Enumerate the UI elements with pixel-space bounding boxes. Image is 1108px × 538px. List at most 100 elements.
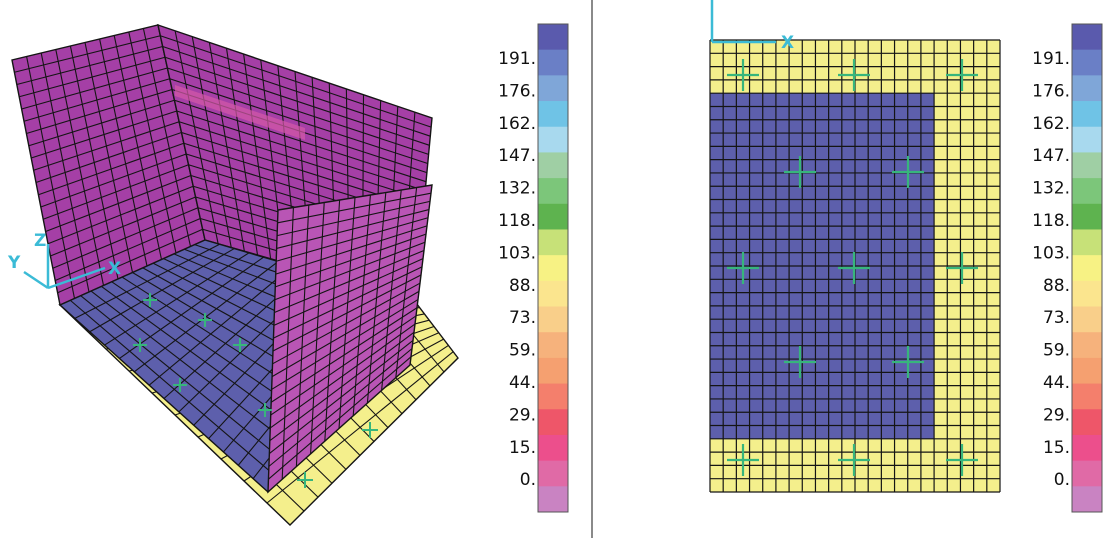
- support-marker: [838, 59, 870, 91]
- scale-swatch: [1072, 229, 1102, 256]
- scale-swatch: [1072, 434, 1102, 462]
- scale-label: 29.: [509, 405, 536, 425]
- scale-swatch: [1072, 460, 1102, 487]
- scale-swatch: [538, 255, 568, 282]
- scale-label: 176.: [498, 81, 536, 101]
- support-marker: [143, 293, 157, 307]
- color-scale-right: 191. 176. 162. 147. 132. 118. 103. 88. 73. 59. 44.…: [1032, 23, 1103, 513]
- scale-label: 44.: [509, 373, 536, 393]
- panel-divider: [591, 0, 593, 538]
- scale-swatch: [1072, 203, 1102, 230]
- scale-swatch: [538, 434, 568, 462]
- support-marker: [727, 59, 759, 91]
- support-marker: [133, 338, 147, 352]
- right-wall-surface: [267, 184, 433, 494]
- plan-view-panel: X 191. 176. 162. 147. 132. 118. 103. 88. 73. 59. 4…: [596, 0, 1108, 538]
- isometric-view-panel: Z Y X 191. 176. 162. 147. 132. 118. 103. 88. 73.…: [7, 23, 569, 526]
- scale-swatch: [538, 24, 568, 51]
- scale-swatch: [1072, 486, 1102, 513]
- scale-swatch: [538, 75, 568, 102]
- scale-label: 103.: [498, 243, 536, 263]
- support-marker: [727, 252, 759, 284]
- scale-swatch: [538, 203, 568, 230]
- y-axis-label: Y: [7, 253, 21, 273]
- z-axis-label: Z: [34, 231, 46, 251]
- scale-label: 0.: [520, 470, 536, 490]
- scale-swatch: [538, 280, 568, 308]
- scale-label: 118.: [1032, 211, 1070, 231]
- scale-swatch: [1072, 75, 1102, 102]
- x-axis-label: X: [108, 259, 121, 279]
- support-marker: [946, 252, 978, 284]
- iso-axis-triad: Z Y X: [7, 231, 121, 290]
- scale-label: 29.: [1043, 405, 1070, 425]
- scale-swatch: [1072, 255, 1102, 282]
- support-marker: [838, 252, 870, 284]
- scale-swatch: [538, 383, 568, 410]
- scale-swatch: [538, 460, 568, 487]
- scale-label: 162.: [1032, 114, 1070, 134]
- scale-label: 0.: [1054, 470, 1070, 490]
- isometric-mesh-view: Z Y X 191. 176. 162. 147. 132. 118. 103. 88. 73.…: [7, 23, 569, 526]
- back-left-wall-surface: [11, 24, 206, 306]
- scale-label: 88.: [1043, 276, 1070, 296]
- support-marker: [258, 403, 272, 417]
- scale-swatch: [538, 332, 568, 359]
- scale-swatch: [538, 409, 568, 436]
- support-marker: [362, 422, 378, 438]
- scale-label: 191.: [498, 49, 536, 69]
- scale-label: 191.: [1032, 49, 1070, 69]
- scale-label: 176.: [1032, 81, 1070, 101]
- scale-swatch: [538, 357, 568, 385]
- scale-swatch: [1072, 383, 1102, 410]
- support-marker: [727, 444, 759, 476]
- scale-label: 15.: [1043, 438, 1070, 458]
- scale-swatch: [1072, 332, 1102, 359]
- scale-swatch: [538, 126, 568, 153]
- scale-label: 59.: [1043, 341, 1070, 361]
- scale-swatch: [1072, 357, 1102, 385]
- scale-swatch: [1072, 409, 1102, 436]
- plan-mesh-view: X 191. 176. 162. 147. 132. 118. 103. 88. 73. 59. 4…: [709, 0, 1103, 513]
- scale-swatch: [1072, 306, 1102, 333]
- support-marker: [892, 156, 924, 188]
- scale-swatch: [1072, 152, 1102, 179]
- scale-label: 103.: [1032, 243, 1070, 263]
- stress-band: [175, 85, 305, 140]
- plan-mesh: [709, 39, 1001, 493]
- scale-swatch: [538, 486, 568, 513]
- scale-label: 132.: [1032, 179, 1070, 199]
- support-marker: [173, 378, 187, 392]
- scale-swatch: [538, 178, 568, 205]
- support-marker: [892, 346, 924, 378]
- support-marker: [784, 156, 816, 188]
- support-marker: [198, 313, 212, 327]
- scale-swatch: [538, 229, 568, 256]
- support-marker: [838, 444, 870, 476]
- support-marker: [784, 346, 816, 378]
- scale-swatch: [1072, 280, 1102, 308]
- support-marker: [946, 59, 978, 91]
- color-scale-left: 191. 176. 162. 147. 132. 118. 103. 88. 73. 59. 44.…: [498, 23, 569, 513]
- support-marker: [946, 444, 978, 476]
- scale-label: 147.: [498, 146, 536, 166]
- scale-swatch: [1072, 178, 1102, 205]
- plan-axis-triad: X: [710, 0, 794, 53]
- scale-label: 59.: [509, 341, 536, 361]
- scale-swatch: [1072, 101, 1102, 128]
- scale-label: 162.: [498, 114, 536, 134]
- scale-label: 15.: [509, 438, 536, 458]
- plan-x-axis-label: X: [781, 33, 794, 53]
- scale-label: 118.: [498, 211, 536, 231]
- scale-swatch: [538, 49, 568, 76]
- scale-swatch: [538, 152, 568, 179]
- scale-label: 73.: [1043, 308, 1070, 328]
- scale-label: 44.: [1043, 373, 1070, 393]
- scale-swatch: [1072, 49, 1102, 76]
- scale-swatch: [538, 101, 568, 128]
- scale-label: 147.: [1032, 146, 1070, 166]
- scale-label: 88.: [509, 276, 536, 296]
- scale-swatch: [1072, 24, 1102, 51]
- support-marker: [233, 338, 247, 352]
- scale-label: 73.: [509, 308, 536, 328]
